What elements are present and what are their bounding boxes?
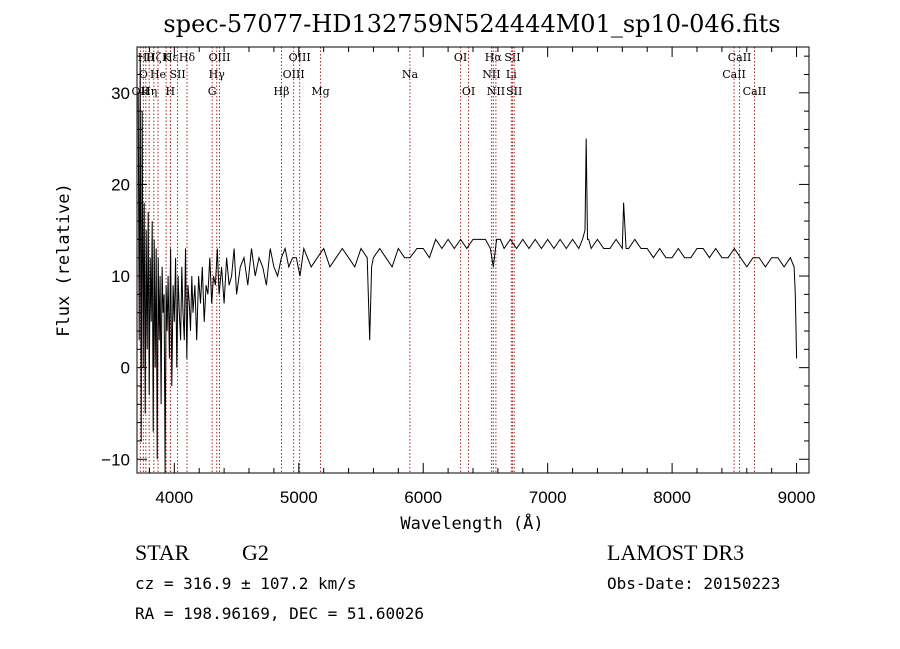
- x-tick-label: 9000: [778, 488, 816, 507]
- marker-label-4: Hζ: [146, 51, 162, 64]
- marker-label-22: Hα: [485, 51, 503, 64]
- x-tick-label: 8000: [653, 488, 691, 507]
- emission-line-markers: OIIOHθHηHζHeKHHεSIIHδGHγOIIIHβOIIIOIIIMg…: [132, 47, 767, 473]
- y-tick-label: 10: [111, 267, 130, 286]
- marker-label-24: Li: [506, 68, 517, 81]
- marker-label-12: Hγ: [209, 68, 226, 81]
- object-class: STAR: [135, 540, 190, 565]
- x-tick-label: 7000: [529, 488, 567, 507]
- marker-label-14: Hβ: [274, 85, 290, 98]
- marker-label-25: SII: [504, 51, 520, 64]
- x-tick-label: 5000: [280, 488, 318, 507]
- marker-label-20: OI: [462, 85, 475, 98]
- marker-label-26: SII: [506, 85, 522, 98]
- y-axis: −10 0 10 20 30: [101, 55, 809, 469]
- marker-label-9: SII: [169, 68, 185, 81]
- y-tick-label: 0: [121, 359, 130, 378]
- y-axis-label: Flux (relative): [54, 183, 74, 337]
- spectrum-line: [137, 56, 798, 474]
- marker-label-17: Mg: [311, 85, 329, 98]
- marker-label-10: Hδ: [179, 51, 196, 64]
- marker-label-19: OI: [454, 51, 467, 64]
- marker-label-18: Na: [402, 68, 419, 81]
- x-tick-label: 4000: [155, 488, 193, 507]
- x-axis-label: Wavelength (Å): [400, 512, 543, 534]
- marker-label-1: O: [139, 68, 148, 81]
- marker-label-7: H: [166, 85, 176, 98]
- marker-label-11: G: [208, 85, 217, 98]
- marker-label-2: Hθ: [138, 51, 155, 64]
- object-subclass: G2: [242, 540, 269, 565]
- x-tick-label: 6000: [404, 488, 442, 507]
- marker-label-29: CaII: [743, 85, 767, 98]
- marker-label-21: NII: [482, 68, 500, 81]
- marker-label-3: Hη: [141, 85, 157, 98]
- y-tick-label: 20: [111, 175, 130, 194]
- x-axis: 4000 5000 6000 7000 8000 9000: [148, 47, 816, 507]
- sky-coordinates: RA = 198.96169, DEC = 51.60026: [135, 604, 424, 623]
- y-tick-label: 30: [111, 84, 130, 103]
- marker-label-23: NII: [487, 85, 505, 98]
- observation-date: Obs-Date: 20150223: [607, 574, 781, 593]
- y-tick-label: −10: [101, 450, 130, 469]
- marker-label-8: Hε: [163, 51, 179, 64]
- marker-label-28: CaII: [728, 51, 752, 64]
- marker-label-6: K: [162, 51, 171, 64]
- marker-label-5: He: [150, 68, 166, 81]
- marker-label-15: OIII: [283, 68, 305, 81]
- chart-title: spec-57077-HD132759N524444M01_sp10-046.f…: [163, 10, 780, 38]
- redshift-velocity: cz = 316.9 ± 107.2 km/s: [135, 574, 357, 593]
- marker-label-27: CaII: [722, 68, 746, 81]
- survey-name: LAMOST DR3: [607, 540, 745, 565]
- plot-frame: [136, 46, 810, 474]
- marker-label-16: OIII: [289, 51, 311, 64]
- marker-label-13: OIII: [208, 51, 230, 64]
